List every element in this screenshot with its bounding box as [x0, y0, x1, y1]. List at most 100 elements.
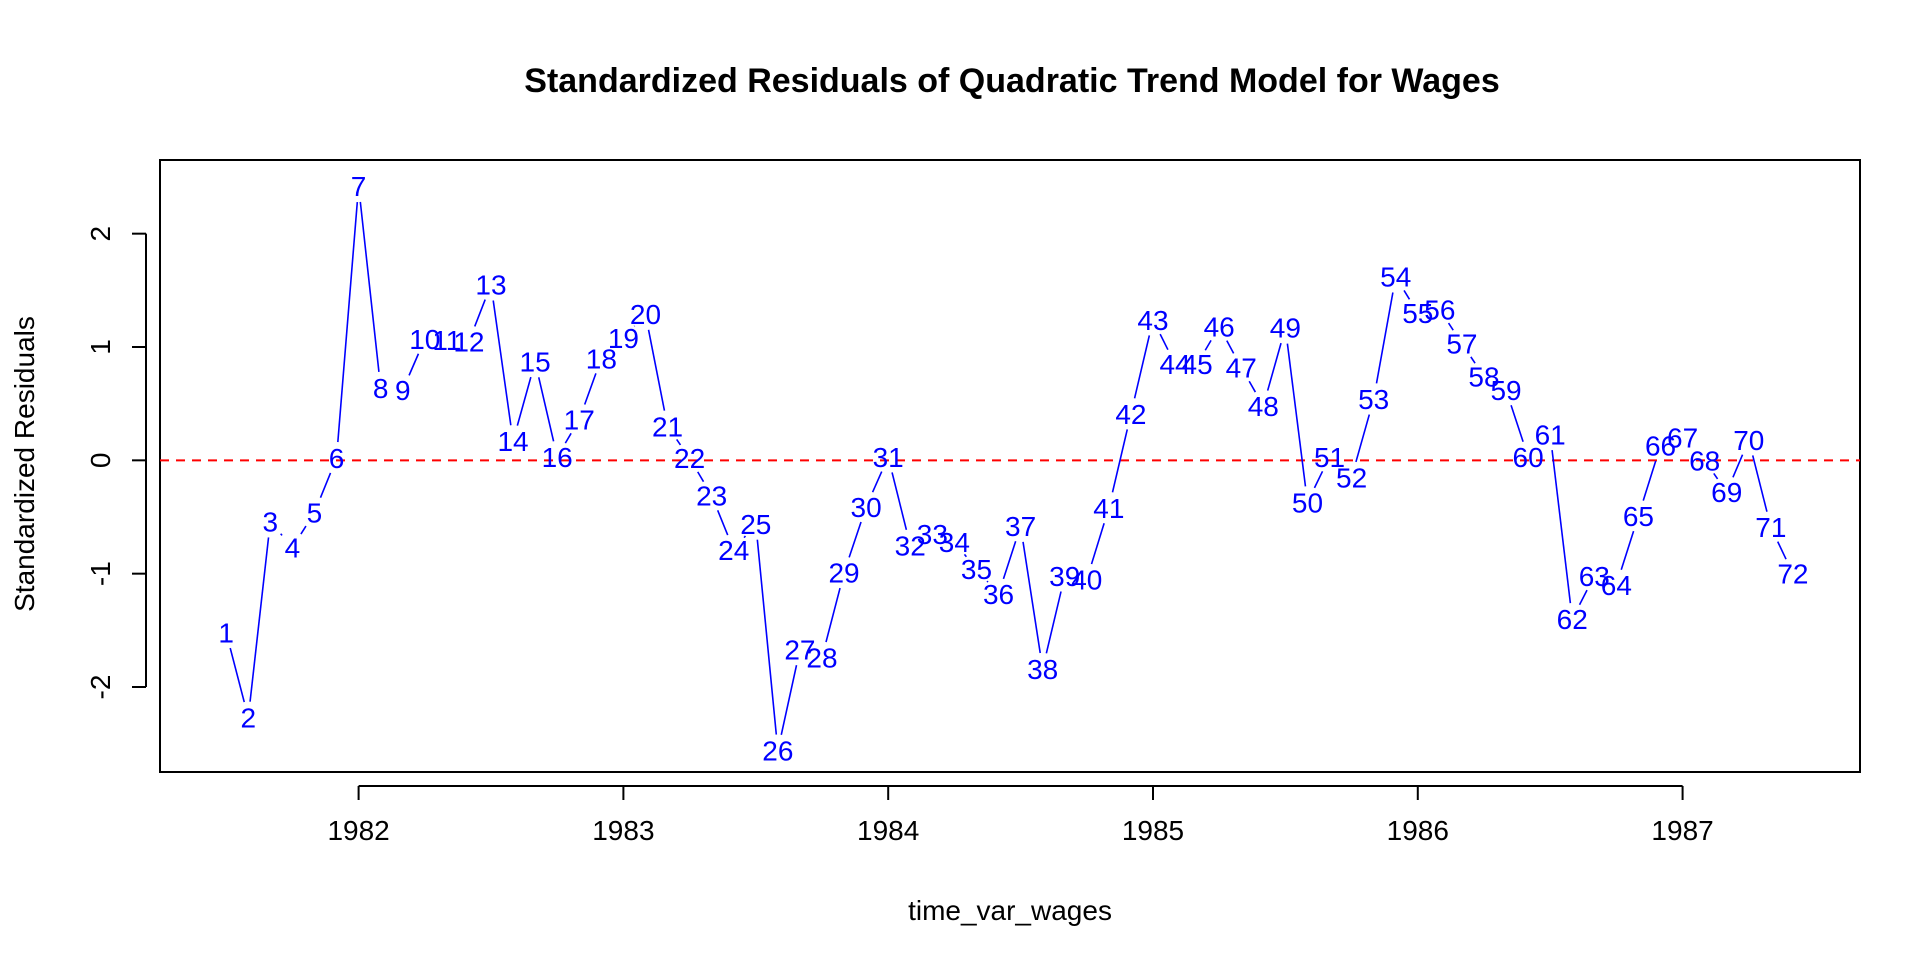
data-point-label: 40 — [1071, 564, 1102, 595]
x-tick-label: 1983 — [592, 815, 654, 846]
y-axis-label: Standardized Residuals — [9, 316, 40, 612]
series-segment — [1226, 340, 1235, 354]
data-point-label: 19 — [608, 323, 639, 354]
series-segment — [359, 201, 380, 372]
y-tick-label: 0 — [85, 453, 116, 469]
series-segment — [697, 471, 705, 483]
data-point-label: 15 — [520, 347, 551, 378]
y-axis: -2 -1 0 1 2 — [85, 226, 147, 700]
data-point-label: 29 — [828, 558, 859, 589]
data-point-label: 65 — [1623, 501, 1654, 532]
data-point-label: 45 — [1182, 349, 1213, 380]
data-point-label: 69 — [1711, 477, 1742, 508]
data-point-label: 62 — [1557, 604, 1588, 635]
series-segment — [963, 553, 968, 558]
data-point-label: 7 — [351, 171, 367, 202]
series-segment — [516, 376, 532, 426]
series-segment — [473, 299, 486, 327]
series-segment — [337, 201, 359, 443]
series-segment — [1133, 335, 1151, 399]
series-segment — [280, 533, 283, 536]
data-point-label: 25 — [740, 509, 771, 540]
data-point-label: 70 — [1733, 425, 1764, 456]
data-point-label: 72 — [1777, 559, 1808, 590]
data-point-label: 64 — [1601, 570, 1632, 601]
data-point-label: 13 — [475, 270, 506, 301]
series-segment — [1159, 333, 1169, 351]
series-segment — [676, 439, 682, 446]
y-tick-label: 2 — [85, 226, 116, 242]
y-tick-label: 1 — [85, 339, 116, 355]
series-segment — [229, 647, 246, 703]
data-point-label: 12 — [453, 326, 484, 357]
series-segment — [1111, 429, 1129, 493]
data-point-label: 39 — [1049, 561, 1080, 592]
series-segment — [825, 587, 841, 643]
data-point-label: 2 — [240, 703, 256, 734]
data-point-label: 47 — [1226, 352, 1257, 383]
data-point-label: 20 — [630, 299, 661, 330]
data-point-label: 14 — [497, 426, 528, 457]
series-segment — [1732, 454, 1744, 478]
x-axis: 1982 1983 1984 1985 1986 1987 — [327, 785, 1714, 846]
series-segment — [583, 373, 597, 405]
data-point-label: 4 — [285, 533, 301, 564]
plot-frame — [159, 159, 1861, 773]
series-segment — [891, 472, 908, 531]
series-segment — [1022, 541, 1042, 654]
series-segment — [1266, 342, 1282, 391]
series-segment — [319, 472, 332, 498]
data-point-label: 5 — [307, 497, 323, 528]
series-segment — [1090, 522, 1105, 565]
chart-title: Standardized Residuals of Quadratic Tren… — [524, 62, 1499, 100]
data-point-label: 3 — [263, 507, 279, 538]
data-point-label: 34 — [939, 527, 970, 558]
data-point-label: 63 — [1579, 561, 1610, 592]
data-point-label: 56 — [1424, 295, 1455, 326]
data-point-label: 42 — [1115, 399, 1146, 430]
series-segment — [492, 300, 512, 426]
data-point-label: 31 — [873, 442, 904, 473]
series-segment — [1510, 405, 1524, 442]
series-segment — [1355, 414, 1371, 463]
series-segment — [871, 471, 883, 493]
data-point-label: 60 — [1513, 442, 1544, 473]
series-segment — [780, 665, 798, 736]
data-point-label: 33 — [917, 519, 948, 550]
series-segment — [1751, 455, 1768, 512]
x-tick-label: 1987 — [1651, 815, 1713, 846]
data-point-label: 59 — [1490, 375, 1521, 406]
data-point-label: 6 — [329, 443, 345, 474]
data-point-label: 61 — [1535, 419, 1566, 450]
series-segment — [1620, 530, 1635, 571]
data-point-label: 48 — [1248, 391, 1279, 422]
x-tick-label: 1982 — [327, 815, 389, 846]
y-tick-label: -2 — [85, 675, 116, 700]
series-segment — [1642, 460, 1657, 501]
series-segment — [647, 329, 666, 411]
series-segment — [408, 353, 420, 376]
series-segment — [537, 377, 555, 442]
data-point-label: 66 — [1645, 431, 1676, 462]
x-tick-label: 1985 — [1122, 815, 1184, 846]
data-point-label: 35 — [961, 554, 992, 585]
series-segment — [1286, 343, 1307, 487]
data-point-label: 55 — [1402, 298, 1433, 329]
data-point-label: 32 — [895, 530, 926, 561]
series-segment — [300, 525, 307, 535]
data-point-label: 26 — [762, 735, 793, 766]
data-point-label: 58 — [1468, 361, 1499, 392]
series-segment — [1248, 380, 1257, 393]
series-segment — [1551, 450, 1572, 604]
series-segment — [1375, 292, 1394, 384]
data-point-label: 68 — [1689, 445, 1720, 476]
series-segment — [848, 521, 862, 558]
data-point-label: 57 — [1446, 329, 1477, 360]
data-point-label: 49 — [1270, 313, 1301, 344]
series-segment — [1045, 591, 1062, 654]
series-segment — [1313, 470, 1324, 489]
data-point-label: 18 — [586, 343, 617, 374]
